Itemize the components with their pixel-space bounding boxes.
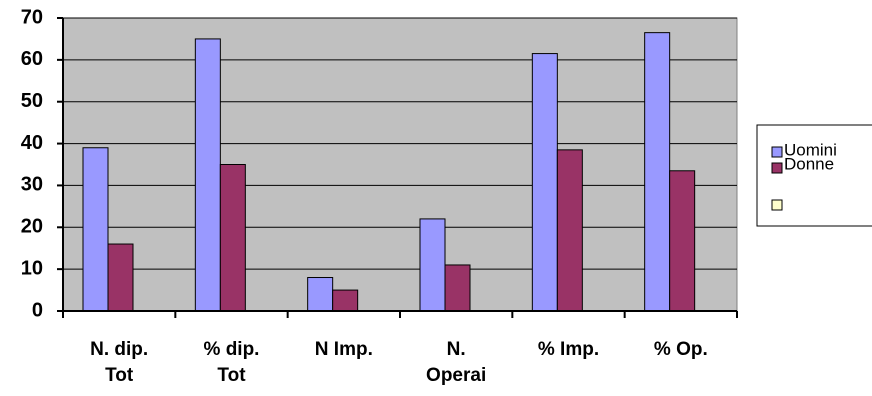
bar xyxy=(531,53,558,312)
x-tick-label: % Imp. xyxy=(537,339,600,360)
x-tick-label: N Imp. xyxy=(314,339,373,360)
x-tick-label: N. dip. Tot xyxy=(90,339,149,386)
bar xyxy=(219,164,246,312)
legend-swatch xyxy=(771,146,783,158)
bar xyxy=(194,38,221,312)
y-tick-label: 30 xyxy=(21,174,43,196)
x-tick-label: N. Operai xyxy=(426,339,487,386)
bar xyxy=(82,147,109,312)
legend-label: Uomini xyxy=(784,140,837,159)
bar xyxy=(107,243,134,312)
y-tick-label: 70 xyxy=(21,6,43,28)
bar xyxy=(444,264,471,312)
bar xyxy=(419,218,446,312)
y-tick-label: 20 xyxy=(21,216,43,238)
y-tick-label: 10 xyxy=(21,257,43,279)
bar xyxy=(307,277,334,312)
bar xyxy=(644,32,671,312)
y-tick-label: 0 xyxy=(32,299,43,321)
bar xyxy=(556,149,583,312)
y-tick-label: 40 xyxy=(21,132,43,154)
bar xyxy=(332,289,359,312)
y-tick-label: 60 xyxy=(21,48,43,70)
x-tick-label: % dip. Tot xyxy=(203,339,260,386)
y-tick-label: 50 xyxy=(21,90,43,112)
plot-area xyxy=(62,17,738,312)
bar xyxy=(669,170,696,312)
legend-swatch xyxy=(771,162,783,174)
legend-swatch xyxy=(771,199,783,211)
x-tick-label: % Op. xyxy=(653,339,708,360)
legend-label: Donne xyxy=(784,154,834,173)
